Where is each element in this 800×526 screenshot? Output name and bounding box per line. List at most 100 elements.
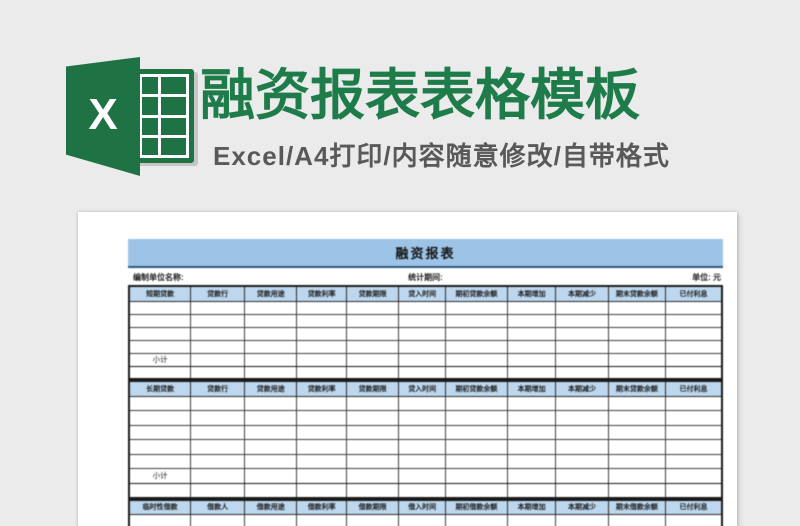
column-header: 贷入时间 [398,285,447,302]
sheet-grid-cell [142,97,159,115]
empty-cell [244,453,298,469]
meta-unit-name-label: 编制单位名称: [133,273,184,282]
empty-cell [506,468,557,484]
empty-cell [190,352,246,367]
empty-cell [555,410,609,426]
empty-cell [398,410,447,426]
empty-cell [128,439,192,455]
empty-cell [607,339,667,354]
empty-cell [555,313,609,328]
empty-cell [607,352,667,367]
empty-cell [665,424,723,440]
empty-cell [445,326,508,341]
empty-cell [398,439,447,455]
empty-cell [346,453,400,469]
sheet-grid-cell [161,77,186,95]
column-header: 期初贷款余额 [445,285,508,302]
empty-cell [190,514,246,526]
empty-cell [506,439,557,455]
empty-cell [346,365,400,380]
sheet-meta-row: 编制单位名称: 统计期间: 单位: 元 [128,268,723,285]
empty-cell [665,514,723,526]
empty-cell [346,410,400,426]
empty-cell [296,326,348,341]
empty-cell [296,352,348,367]
empty-row [128,300,723,315]
empty-cell [445,339,508,354]
section-other-loans: 临时性借款 借款人 借款用途 借款利率 借款期限 借入时间 期初借款余额 本期增加 本期减少 期末… [128,498,723,526]
column-header: 借款用途 [244,499,298,515]
column-header: 期初贷款余额 [445,380,508,397]
empty-cell [506,326,557,341]
empty-row [128,514,723,526]
empty-cell [398,468,447,484]
column-header: 贷款期限 [346,285,400,302]
template-preview-paper[interactable]: 融资报表 编制单位名称: 统计期间: 单位: 元 短期贷款 贷款行 贷款用途 贷款利率… [78,212,737,526]
empty-cell [555,453,609,469]
empty-cell [665,339,723,354]
column-header: 本期增加 [506,380,557,397]
sheet-title-bar: 融资报表 [128,239,723,268]
column-header: 借款利率 [296,499,348,515]
empty-cell [555,468,609,484]
column-header: 已付利息 [665,380,723,397]
empty-cell [128,395,192,411]
empty-cell [506,482,557,498]
excel-sheet-icon [134,69,194,163]
sheet-grid-cell [142,137,159,155]
column-header: 期初借款余额 [445,499,508,515]
empty-cell [506,514,557,526]
empty-cell [128,482,192,498]
empty-row [128,424,723,440]
empty-row [128,365,723,380]
meta-currency-label: 单位: 元 [692,273,721,282]
empty-cell [555,395,609,411]
empty-cell [346,352,400,367]
empty-cell [244,300,298,315]
empty-cell [607,482,667,498]
empty-cell [445,313,508,328]
empty-cell [296,339,348,354]
subtotal-row: 小计 [128,468,723,484]
empty-cell [346,424,400,440]
sheet-grid-cell [161,97,186,115]
empty-cell [506,339,557,354]
empty-cell [244,439,298,455]
empty-cell [555,352,609,367]
column-header: 贷款期限 [346,380,400,397]
empty-cell [244,339,298,354]
column-header: 贷款行 [190,285,246,302]
empty-cell [128,339,192,354]
empty-cell [445,453,508,469]
empty-row [128,339,723,354]
empty-cell [398,365,447,380]
empty-cell [190,339,246,354]
empty-cell [555,424,609,440]
empty-cell [506,352,557,367]
empty-cell [346,300,400,315]
empty-cell [398,300,447,315]
empty-cell [346,439,400,455]
empty-cell [607,453,667,469]
column-header: 期末借款余额 [607,499,667,515]
sheet-grid-cell [142,117,159,135]
column-header: 本期增加 [506,499,557,515]
empty-row [128,439,723,455]
empty-cell [398,395,447,411]
empty-row [128,482,723,498]
column-header: 短期贷款 [128,285,192,302]
empty-cell [555,439,609,455]
empty-cell [296,514,348,526]
column-header: 贷入时间 [398,380,447,397]
empty-cell [190,410,246,426]
empty-cell [555,514,609,526]
empty-cell [244,482,298,498]
empty-cell [128,365,192,380]
empty-cell [296,395,348,411]
empty-cell [506,410,557,426]
empty-cell [190,439,246,455]
empty-cell [190,468,246,484]
empty-cell [445,439,508,455]
empty-cell [607,300,667,315]
empty-cell [346,326,400,341]
